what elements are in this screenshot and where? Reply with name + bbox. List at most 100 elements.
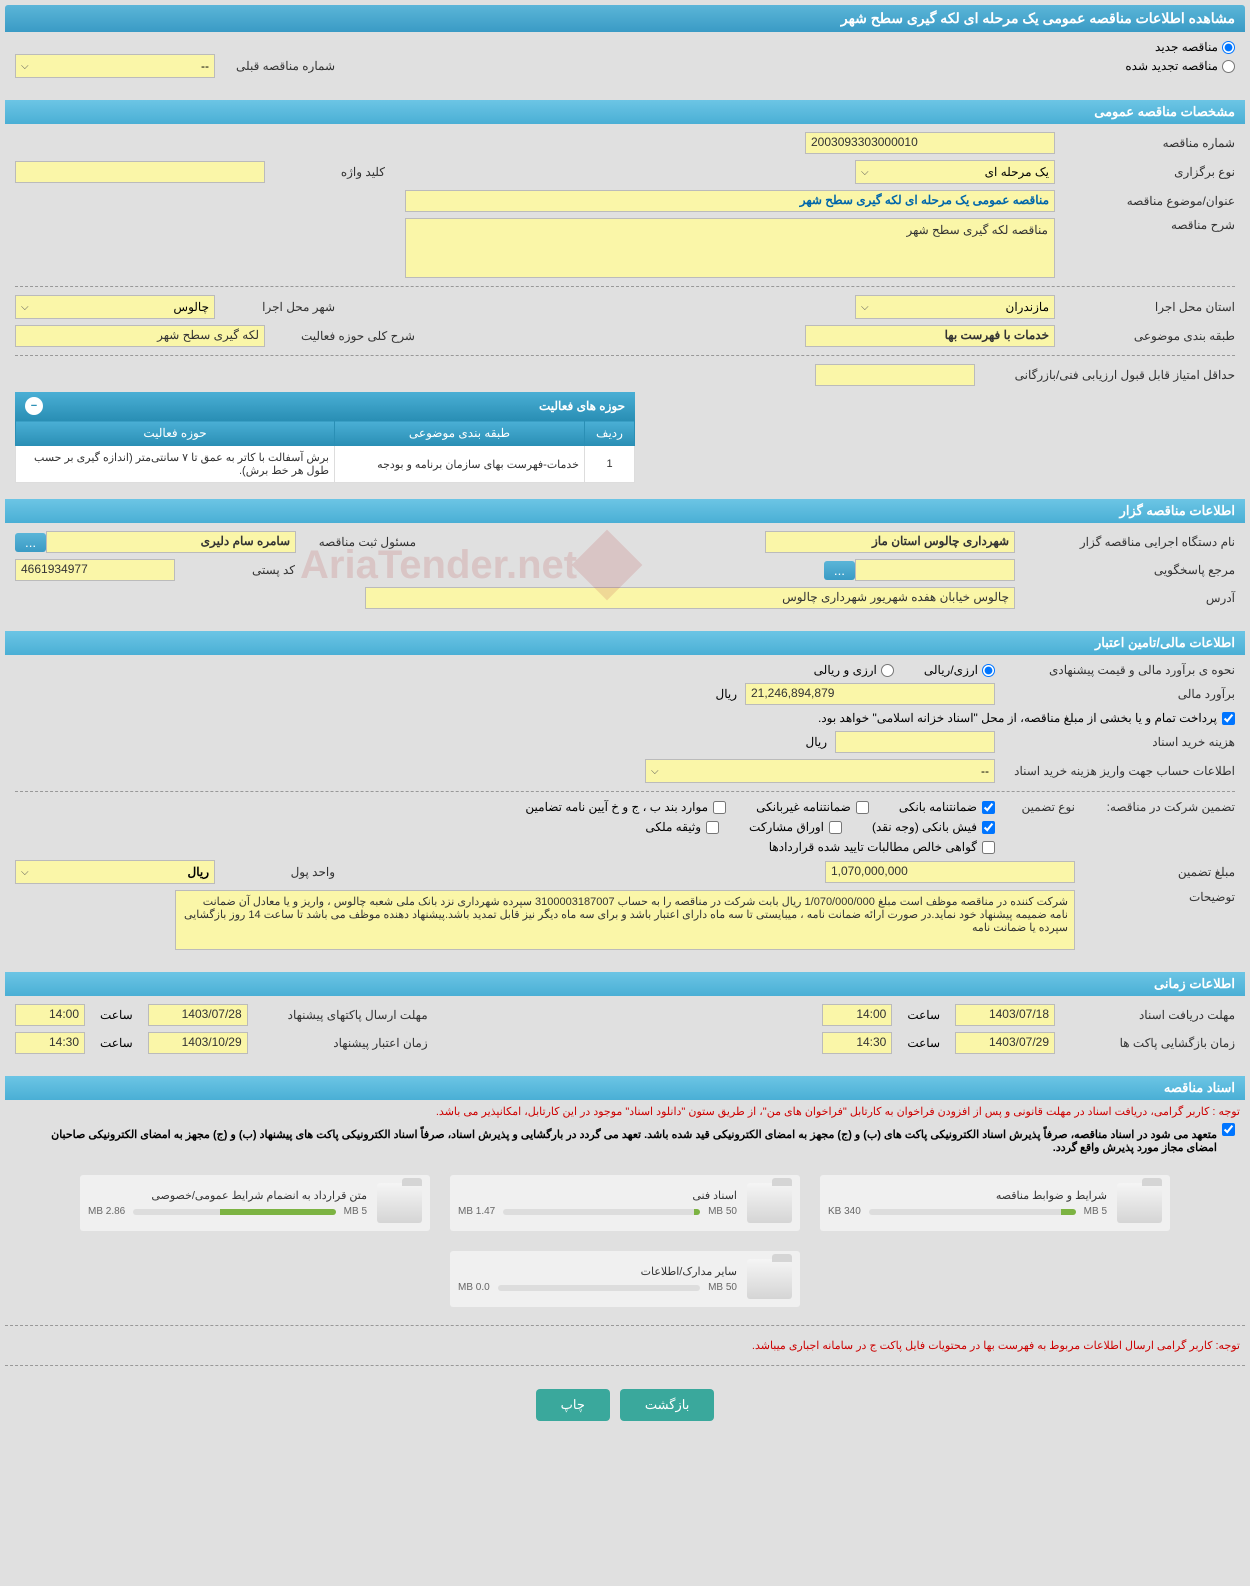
doc-total: 50 MB [708,1282,737,1293]
print-button[interactable]: چاپ [536,1389,610,1421]
docs-commit-checkbox[interactable] [1222,1123,1235,1136]
account-value: -- [981,764,989,778]
rial-and-currency-label: ارزی و ریالی [814,663,877,677]
city-select[interactable]: چالوس ⌵ [15,295,215,319]
shares-guarantee-checkbox[interactable] [829,821,842,834]
number-label: شماره مناقصه [1055,136,1235,150]
address-label: آدرس [1015,591,1235,605]
activity-area-label: شرح کلی حوزه فعالیت [265,329,415,343]
doc-title: متن قرارداد به انضمام شرایط عمومی/خصوصی [88,1189,367,1202]
folder-icon [747,1259,792,1299]
time-label: ساعت [85,1008,148,1022]
currency-unit-label: واحد پول [215,865,335,879]
doc-cost-field[interactable] [835,731,995,753]
treasury-note: پرداخت تمام و یا بخشی از مبلغ مناقصه، از… [818,711,1222,725]
collapse-icon[interactable]: − [25,397,43,415]
validity-label: زمان اعتبار پیشنهاد [248,1036,428,1050]
doc-item[interactable]: شرایط و ضوابط مناقصه 5 MB 340 KB [820,1175,1170,1231]
rial-and-currency-radio[interactable] [881,664,894,677]
time-label: ساعت [892,1008,955,1022]
renewed-tender-radio[interactable] [1222,60,1235,73]
doc-item[interactable]: اسناد فنی 50 MB 1.47 MB [450,1175,800,1231]
docs-note2: متعهد می شود در اسناد مناقصه، صرفاً پذیر… [15,1123,1222,1159]
renewed-tender-label: مناقصه تجدید شده [1125,59,1218,73]
chevron-down-icon: ⌵ [861,302,869,313]
shares-guarantee-label: اوراق مشارکت [749,820,824,834]
bylaw-guarantee-label: موارد بند ب ، ج و خ آیین نامه تضامین [525,800,708,814]
progress-bar [869,1209,1076,1215]
notes-field[interactable]: شرکت کننده در مناقصه موظف است مبلغ 1/070… [175,890,1075,950]
prev-number-label: شماره مناقصه قبلی [215,59,335,73]
col-row: ردیف [585,421,635,446]
rial-unit: ریال [797,735,835,749]
property-guarantee-checkbox[interactable] [706,821,719,834]
col-category: طبقه بندی موضوعی [335,421,585,446]
province-select[interactable]: مازندران ⌵ [855,295,1055,319]
subject-label: عنوان/موضوع مناقصه [1055,194,1235,208]
responder-field[interactable] [855,559,1015,581]
table-row: 1خدمات-فهرست بهای سازمان برنامه و بودجهب… [16,446,635,483]
folder-icon [377,1183,422,1223]
keyword-label: کلید واژه [265,165,385,179]
rial-currency-label: ارزی/ریالی [924,663,978,677]
page-title: مشاهده اطلاعات مناقصه عمومی یک مرحله ای … [5,5,1245,32]
guarantee-label: تضمین شرکت در مناقصه: [1075,800,1235,814]
docs-note3: توجه: کاربر گرامی ارسال اطلاعات مربوط به… [5,1334,1245,1357]
contract-guarantee-checkbox[interactable] [982,841,995,854]
receive-time-field: 14:00 [822,1004,892,1026]
send-date-field: 1403/07/28 [148,1004,248,1026]
receive-date-field: 1403/07/18 [955,1004,1055,1026]
prev-number-value: -- [201,59,209,73]
open-time-field: 14:30 [822,1032,892,1054]
chevron-down-icon: ⌵ [861,167,869,178]
bylaw-guarantee-checkbox[interactable] [713,801,726,814]
prev-number-select[interactable]: -- ⌵ [15,54,215,78]
fish-guarantee-checkbox[interactable] [982,821,995,834]
doc-item[interactable]: سایر مدارک/اطلاعات 50 MB 0.0 MB [450,1251,800,1307]
category-field: خدمات با فهرست بها [805,325,1055,347]
progress-bar [503,1209,700,1215]
holding-type-select[interactable]: یک مرحله ای ⌵ [855,160,1055,184]
doc-title: سایر مدارک/اطلاعات [458,1265,737,1278]
doc-used: 0.0 MB [458,1282,490,1293]
account-select[interactable]: -- ⌵ [645,759,995,783]
section-docs: اسناد مناقصه [5,1076,1245,1100]
activity-table: ردیف طبقه بندی موضوعی حوزه فعالیت 1خدمات… [15,420,635,483]
back-button[interactable]: بازگشت [620,1389,714,1421]
keyword-field[interactable] [15,161,265,183]
score-label: حداقل امتیاز قابل قبول ارزیابی فنی/بازرگ… [975,368,1235,382]
doc-item[interactable]: متن قرارداد به انضمام شرایط عمومی/خصوصی … [80,1175,430,1231]
send-label: مهلت ارسال پاکتهای پیشنهاد [248,1008,428,1022]
doc-cost-label: هزینه خرید اسناد [995,735,1235,749]
time-label: ساعت [85,1036,148,1050]
responder-lookup-button[interactable]: ... [824,561,855,580]
category-label: طبقه بندی موضوعی [1055,329,1235,343]
rial-unit: ریال [707,687,745,701]
notes-label: توضیحات [1075,890,1235,904]
currency-unit-select[interactable]: ریال ⌵ [15,860,215,884]
docs-note1: توجه : کاربر گرامی، دریافت اسناد در مهلت… [5,1100,1245,1123]
bank-guarantee-checkbox[interactable] [982,801,995,814]
executor-field: شهرداری چالوس استان ماز [765,531,1015,553]
bank-guarantee-label: ضمانتنامه بانکی [899,800,977,814]
subject-field: مناقصه عمومی یک مرحله ای لکه گیری سطح شه… [405,190,1055,212]
doc-title: شرایط و ضوابط مناقصه [828,1189,1107,1202]
nonbank-guarantee-label: ضمانتنامه غیربانکی [756,800,851,814]
province-label: استان محل اجرا [1055,300,1235,314]
account-label: اطلاعات حساب جهت واریز هزینه خرید اسناد [995,764,1235,778]
register-lookup-button[interactable]: ... [15,533,46,552]
rial-currency-radio[interactable] [982,664,995,677]
doc-total: 5 MB [344,1206,367,1217]
nonbank-guarantee-checkbox[interactable] [856,801,869,814]
score-field[interactable] [815,364,975,386]
tender-type-radio-group: مناقصه جدید [15,40,1235,54]
desc-field[interactable]: مناقصه لکه گیری سطح شهر [405,218,1055,278]
send-time-field: 14:00 [15,1004,85,1026]
treasury-checkbox[interactable] [1222,712,1235,725]
province-value: مازندران [1006,300,1049,314]
folder-icon [1117,1183,1162,1223]
guarantee-amount-field: 1,070,000,000 [825,861,1075,883]
address-field[interactable]: چالوس خیابان هفده شهریور شهرداری چالوس [365,587,1015,609]
currency-unit-value: ریال [187,865,209,879]
new-tender-radio[interactable] [1222,41,1235,54]
